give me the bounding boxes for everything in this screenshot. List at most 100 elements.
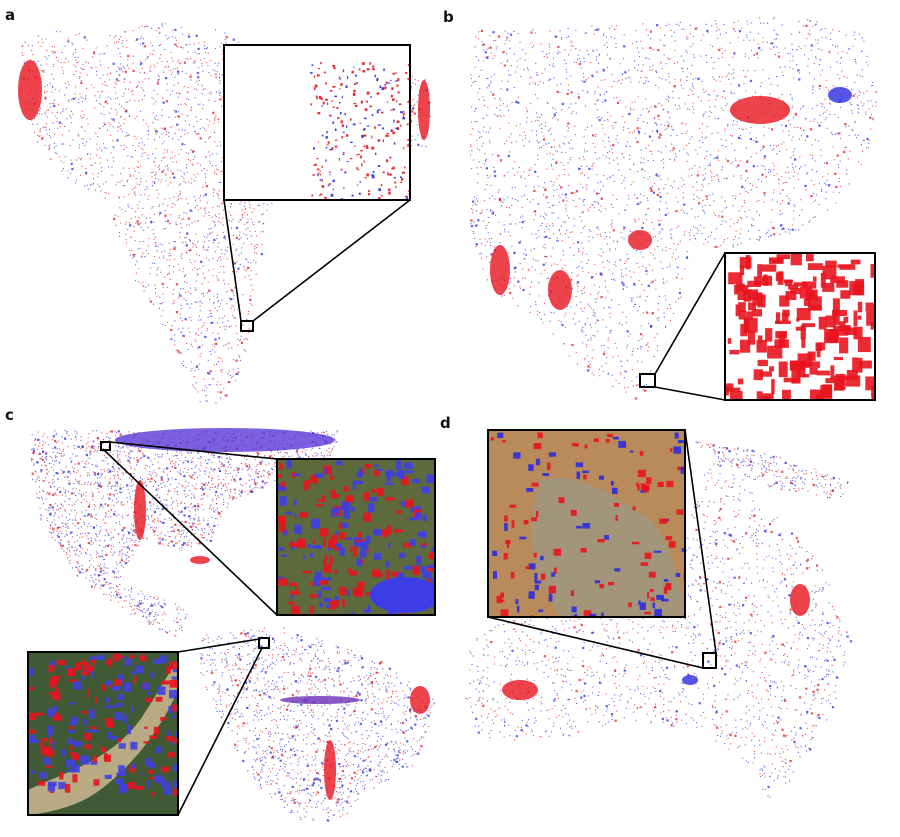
water-pixel [220,222,222,224]
water-pixel [172,203,174,205]
water-pixel [185,292,187,294]
water-pixel [480,69,482,71]
water-pixel [182,33,184,35]
water-pixel [484,189,486,191]
water-pixel [702,88,704,90]
water-pixel [685,144,687,146]
water-pixel [745,169,748,172]
water-pixel [552,107,554,109]
water-pixel [117,126,119,128]
water-pixel [72,113,74,115]
water-pixel [413,112,416,115]
water-pixel [478,161,480,163]
water-pixel [221,253,223,255]
water-pixel [605,36,607,38]
water-pixel [616,135,618,137]
water-pixel [705,155,707,157]
water-pixel [181,331,183,333]
water-pixel [134,170,136,172]
water-pixel [765,233,767,235]
water-pixel [610,36,612,38]
water-pixel [262,213,264,215]
water-pixel [191,368,193,370]
water-pixel [187,348,189,350]
water-pixel [800,135,802,137]
water-pixel [258,221,260,223]
water-pixel [672,252,674,254]
water-pixel [499,104,501,106]
water-pixel [240,312,242,314]
water-pixel [548,43,550,45]
water-pixel [557,53,559,55]
water-pixel [577,285,579,287]
water-pixel [661,151,663,153]
water-pixel [684,231,686,233]
water-pixel [214,29,216,31]
water-pixel [198,42,200,44]
water-pixel [216,322,218,324]
water-pixel [224,328,226,330]
water-pixel [504,43,506,45]
water-pixel [120,145,122,147]
water-pixel [140,147,142,149]
water-pixel [204,182,206,184]
water-pixel [239,231,241,233]
water-pixel [626,330,629,333]
water-pixel [704,157,706,159]
water-pixel [641,226,644,230]
water-pixel [686,160,688,162]
water-pixel [723,90,725,92]
water-pixel [732,161,734,163]
water-pixel [537,158,539,160]
water-pixel [217,357,219,359]
water-pixel [629,333,631,335]
water-pixel [483,49,485,51]
water-pixel [78,135,80,137]
water-pixel [602,261,604,263]
water-pixel [656,71,658,73]
water-pixel [825,183,827,185]
water-pixel [189,317,191,319]
water-pixel [641,169,643,171]
water-pixel [158,168,160,170]
water-pixel [722,56,724,58]
water-pixel [683,212,685,214]
water-pixel [657,114,660,117]
water-pixel [135,39,137,41]
water-pixel [222,50,224,52]
water-pixel [96,149,98,151]
water-pixel [143,71,145,73]
water-pixel [685,50,687,52]
water-pixel [743,70,745,72]
water-pixel [784,47,786,49]
water-pixel [138,27,140,29]
water-pixel [535,304,537,306]
water-pixel [663,54,665,56]
water-pixel [603,175,605,177]
water-pixel [600,211,602,213]
water-pixel [123,81,125,83]
water-pixel [705,23,707,25]
water-pixel [711,179,713,181]
water-pixel [63,162,65,164]
water-pixel [411,135,413,137]
water-pixel [187,217,190,220]
water-pixel [141,87,143,89]
water-pixel [814,216,816,218]
water-pixel [658,233,660,235]
water-pixel [664,124,666,126]
water-pixel [567,35,569,37]
water-pixel [178,198,180,200]
water-pixel [262,223,264,225]
water-pixel [172,138,174,140]
water-pixel [185,366,187,368]
water-pixel [602,185,604,187]
water-pixel [514,251,516,253]
water-pixel [189,307,191,309]
water-pixel [714,238,716,240]
water-pixel [203,241,205,243]
water-pixel [248,328,250,330]
water-pixel [595,59,597,61]
water-pixel [702,209,704,211]
water-pixel [809,220,811,222]
